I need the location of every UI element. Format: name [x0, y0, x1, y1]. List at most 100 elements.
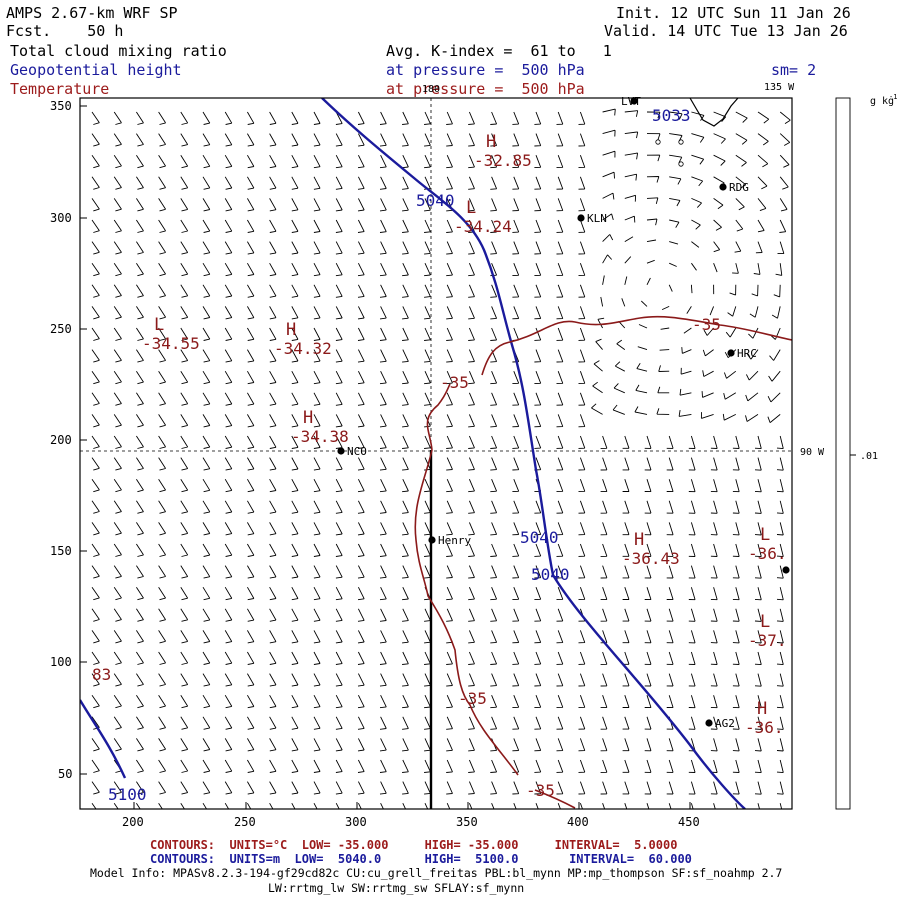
station-label: AG2 — [715, 717, 735, 730]
wind-barb — [202, 176, 211, 190]
wind-barb — [424, 435, 431, 449]
wind-barb — [490, 543, 498, 557]
wind-barb — [446, 781, 453, 795]
wind-barb — [700, 412, 714, 419]
wind-barb — [424, 198, 431, 212]
wind-barb — [136, 176, 144, 190]
wind-barb — [713, 263, 718, 273]
wind-barb — [91, 154, 100, 169]
wind-barb — [247, 500, 255, 514]
extremum-value: -32.85 — [474, 151, 532, 170]
wind-barb — [91, 262, 100, 277]
wind-barb — [710, 673, 718, 687]
wind-barb — [710, 457, 718, 471]
wind-barb — [269, 198, 277, 212]
wind-barb — [180, 759, 189, 773]
wind-barb — [113, 522, 122, 536]
wind-barb — [661, 305, 670, 311]
wind-barb — [578, 479, 586, 493]
wind-barb — [556, 371, 564, 385]
wind-barb — [666, 738, 674, 752]
wind-barb — [136, 608, 144, 622]
field-cloud-mixing: Total cloud mixing ratio — [10, 42, 227, 60]
wind-barb — [357, 586, 365, 601]
wind-barb — [91, 414, 100, 428]
init-label: Init. — [616, 4, 662, 22]
wind-barb — [709, 306, 715, 316]
wind-barb — [600, 716, 608, 730]
wind-barb — [534, 241, 542, 255]
wind-barb — [722, 413, 737, 421]
temp-contours-label: CONTOURS: — [150, 838, 216, 852]
wind-barb — [357, 478, 365, 493]
wind-barb — [578, 371, 586, 385]
wind-barb — [600, 457, 608, 471]
wind-barb — [446, 500, 453, 514]
wind-barb — [556, 414, 564, 428]
temp-low: LOW= -35.000 — [301, 838, 389, 852]
extremum-type: L — [466, 198, 476, 218]
wind-barb — [269, 651, 277, 665]
wind-barb — [379, 306, 387, 320]
wind-barb — [402, 133, 409, 147]
wind-barb — [534, 565, 542, 579]
wind-barb — [379, 219, 387, 233]
wind-barb — [180, 219, 189, 233]
wind-barb — [578, 781, 586, 795]
wind-barb — [669, 197, 681, 207]
wind-barb — [402, 414, 409, 428]
wind-barb — [779, 803, 783, 809]
wind-barb — [379, 673, 387, 687]
wind-barb — [578, 543, 586, 557]
wind-barb — [291, 306, 299, 320]
wind-barb — [446, 111, 453, 125]
wind-barb — [769, 349, 781, 361]
wind-barb — [91, 543, 100, 557]
wind-barb — [357, 457, 365, 471]
wind-barb — [600, 479, 608, 493]
wind-barb — [357, 802, 362, 809]
wind-barb — [757, 154, 769, 168]
wind-barb — [666, 543, 674, 557]
wind-barb — [402, 630, 409, 644]
wind-barb — [113, 414, 122, 428]
wind-barb — [158, 154, 166, 169]
wind-barb — [291, 457, 299, 471]
extremum-type: H — [634, 530, 644, 550]
wind-barb — [732, 543, 740, 557]
wind-barb — [291, 630, 299, 644]
wind-barb — [754, 738, 762, 752]
wind-barb — [490, 630, 498, 644]
valid-time: Valid. 14 UTC Tue 13 Jan 26 — [604, 22, 848, 40]
wind-barb — [446, 587, 453, 601]
wind-barb — [446, 651, 453, 665]
wind-barb — [732, 630, 740, 644]
wind-barb — [247, 133, 255, 147]
wind-barb — [668, 284, 673, 292]
wind-barb — [468, 522, 475, 536]
map-markers: LVT RDG KLN HRC NCO Henry AG2 — [337, 95, 790, 730]
wind-barb — [534, 695, 542, 709]
station-marker — [719, 183, 727, 191]
wind-barb — [622, 435, 630, 449]
wind-barb — [424, 479, 431, 493]
wind-barb — [180, 630, 189, 644]
wind-barb — [446, 695, 453, 709]
wind-barb — [269, 219, 277, 233]
wind-barb — [357, 306, 365, 320]
lon-label-180: 180 — [422, 84, 440, 95]
wind-barb — [402, 219, 409, 233]
extremum-type: H — [303, 408, 313, 428]
wind-barb — [600, 543, 608, 557]
temp-contour-info: CONTOURS: UNITS=°C LOW= -35.000 HIGH= -3… — [150, 838, 677, 852]
wind-barb — [732, 457, 740, 471]
wind-barb — [534, 349, 542, 363]
valid-label: Valid. — [604, 22, 659, 40]
wind-barb — [335, 198, 343, 212]
wind-barb — [113, 133, 122, 147]
wind-barb — [136, 262, 144, 277]
wind-barb — [291, 176, 299, 190]
station-marker — [577, 214, 585, 222]
wind-barb — [313, 262, 321, 277]
wind-barb — [91, 370, 100, 385]
